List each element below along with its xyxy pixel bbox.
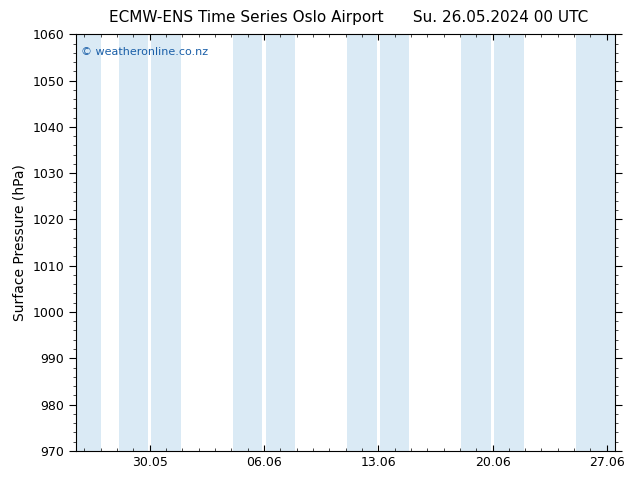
Bar bbox=[266, 34, 295, 451]
Bar bbox=[76, 34, 101, 451]
Bar bbox=[380, 34, 409, 451]
Text: © weatheronline.co.nz: © weatheronline.co.nz bbox=[81, 47, 209, 57]
Bar bbox=[609, 34, 634, 451]
Bar bbox=[233, 34, 262, 451]
Bar bbox=[347, 34, 377, 451]
Bar bbox=[151, 34, 181, 451]
Bar bbox=[462, 34, 491, 451]
Text: ECMW-ENS Time Series Oslo Airport      Su. 26.05.2024 00 UTC: ECMW-ENS Time Series Oslo Airport Su. 26… bbox=[109, 10, 588, 25]
Bar bbox=[590, 34, 615, 451]
Bar bbox=[494, 34, 524, 451]
Bar bbox=[119, 34, 148, 451]
Bar bbox=[576, 34, 605, 451]
Y-axis label: Surface Pressure (hPa): Surface Pressure (hPa) bbox=[13, 164, 27, 321]
